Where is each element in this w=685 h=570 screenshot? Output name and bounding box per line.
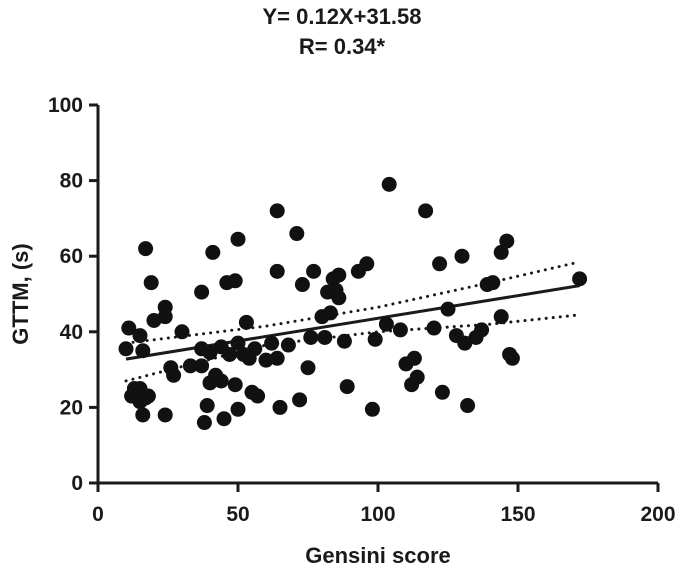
data-point	[132, 328, 148, 344]
data-point	[317, 329, 333, 345]
data-point	[213, 373, 229, 389]
data-point	[440, 301, 456, 317]
data-point	[157, 407, 173, 423]
data-point	[196, 415, 212, 431]
data-point	[121, 320, 137, 336]
data-point	[216, 411, 232, 427]
data-point	[166, 367, 182, 383]
data-point	[118, 341, 134, 357]
confidence-band	[124, 260, 582, 383]
data-point	[504, 350, 520, 366]
data-point	[359, 256, 375, 272]
data-point	[499, 233, 515, 249]
data-point	[434, 384, 450, 400]
y-ticks: 0 20 40 60 80 100	[48, 94, 98, 495]
plot-area	[118, 176, 588, 431]
data-point	[269, 203, 285, 219]
data-point	[202, 345, 218, 361]
data-point	[238, 314, 254, 330]
data-point	[135, 343, 151, 359]
data-point	[322, 305, 338, 321]
data-point	[205, 244, 221, 260]
data-point	[485, 275, 501, 291]
data-point	[194, 284, 210, 300]
data-point	[331, 290, 347, 306]
data-point	[157, 299, 173, 315]
confidence-band-upper	[124, 260, 582, 345]
chart-title: Y= 0.12X+31.58	[262, 4, 421, 29]
data-point	[272, 399, 288, 415]
y-tick-label: 60	[60, 245, 83, 268]
x-tick-label: 200	[640, 503, 675, 526]
data-point	[406, 350, 422, 366]
data-point	[339, 379, 355, 395]
y-axis-label: GTTM, (s)	[8, 243, 33, 344]
data-point	[367, 331, 383, 347]
data-point	[247, 341, 263, 357]
data-point	[199, 398, 215, 414]
data-point	[336, 333, 352, 349]
data-point	[174, 324, 190, 340]
data-point	[182, 358, 198, 374]
data-point	[258, 352, 274, 368]
data-point	[264, 335, 280, 351]
data-point	[269, 350, 285, 366]
data-point	[289, 226, 305, 242]
data-point	[294, 277, 310, 293]
data-point	[493, 309, 509, 325]
data-point	[222, 346, 238, 362]
x-tick-label: 100	[360, 503, 395, 526]
data-point	[280, 337, 296, 353]
x-tick-label: 0	[92, 503, 104, 526]
data-point	[306, 263, 322, 279]
y-tick-label: 100	[48, 94, 83, 117]
x-tick-label: 50	[226, 503, 249, 526]
data-point	[432, 256, 448, 272]
data-point	[135, 407, 151, 423]
data-point	[194, 358, 210, 374]
data-point	[426, 320, 442, 336]
data-point	[409, 369, 425, 385]
data-point	[230, 335, 246, 351]
y-tick-label: 40	[60, 321, 83, 344]
y-tick-label: 0	[71, 472, 83, 495]
data-point	[230, 401, 246, 417]
x-axis-label: Gensini score	[305, 543, 451, 568]
y-tick-label: 80	[60, 170, 83, 193]
data-point	[418, 203, 434, 219]
data-point	[227, 377, 243, 393]
data-point	[378, 316, 394, 332]
data-point	[457, 335, 473, 351]
data-point	[392, 322, 408, 338]
data-point	[250, 388, 266, 404]
data-point	[230, 231, 246, 247]
data-points	[118, 176, 588, 431]
data-point	[143, 275, 159, 291]
data-point	[292, 392, 308, 408]
data-point	[300, 360, 316, 376]
data-point	[454, 248, 470, 264]
data-point	[364, 401, 380, 417]
data-point	[303, 329, 319, 345]
data-point	[474, 322, 490, 338]
data-point	[331, 267, 347, 283]
data-point	[269, 263, 285, 279]
x-ticks: 0 50 100 150 200	[92, 483, 676, 526]
x-tick-label: 150	[500, 503, 535, 526]
data-point	[138, 241, 154, 257]
data-point	[572, 271, 588, 287]
data-point	[381, 176, 397, 192]
data-point	[493, 244, 509, 260]
axes: 0 50 100 150 200 0 20 40 60 80 100	[48, 94, 676, 526]
data-point	[227, 273, 243, 289]
chart-subtitle: R= 0.34*	[299, 34, 386, 59]
data-point	[460, 398, 476, 414]
data-point	[140, 388, 156, 404]
y-tick-label: 20	[60, 396, 83, 419]
